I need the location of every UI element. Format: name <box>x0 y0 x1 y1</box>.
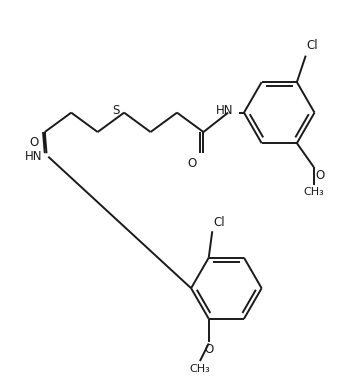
Text: HN: HN <box>216 104 233 117</box>
Text: Cl: Cl <box>307 39 318 52</box>
Text: Cl: Cl <box>213 216 225 229</box>
Text: HN: HN <box>24 150 42 163</box>
Text: O: O <box>315 169 325 182</box>
Text: O: O <box>29 136 39 149</box>
Text: CH₃: CH₃ <box>189 364 210 374</box>
Text: O: O <box>204 343 213 357</box>
Text: S: S <box>113 104 120 117</box>
Text: CH₃: CH₃ <box>303 187 324 197</box>
Text: O: O <box>188 157 197 170</box>
